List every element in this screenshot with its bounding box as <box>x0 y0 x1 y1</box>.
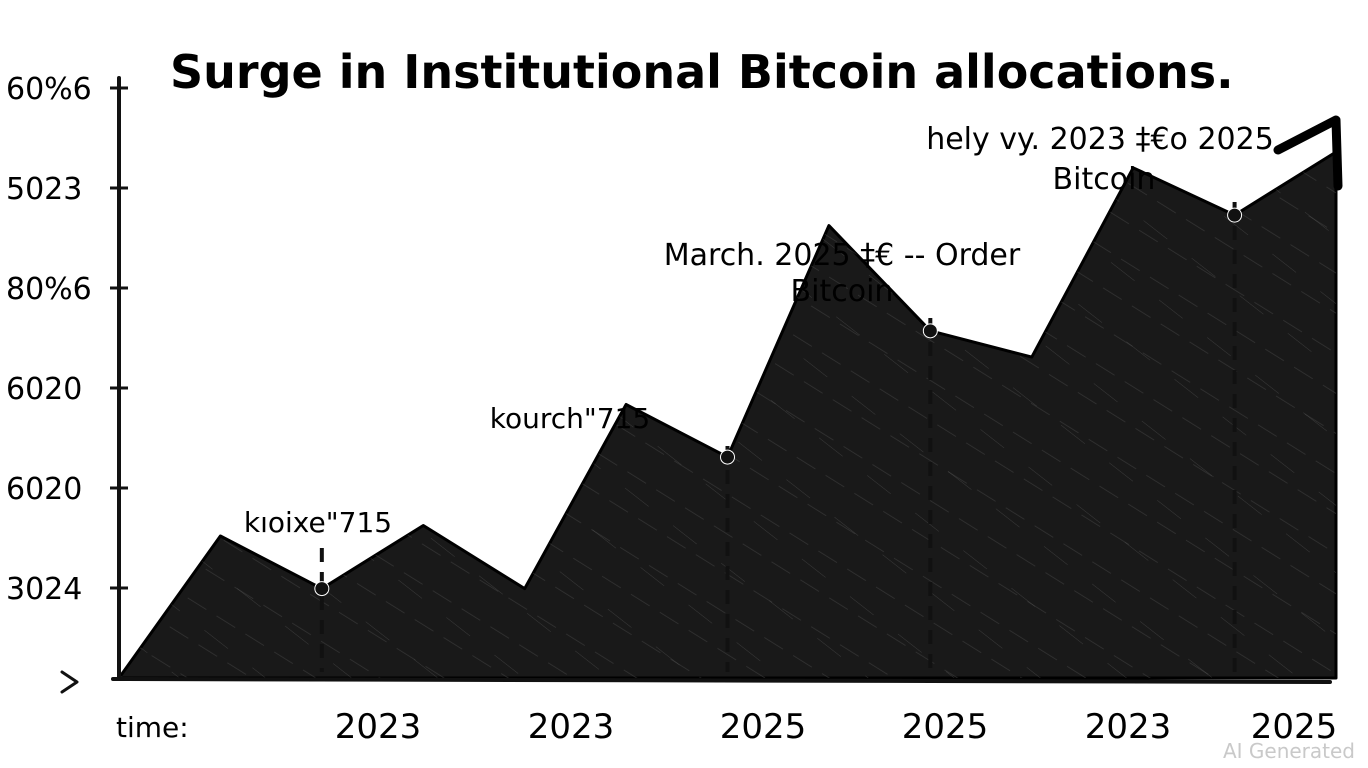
annotation-point <box>720 449 735 465</box>
y-axis-ticks: 60%6 5023 80%6 6020 6020 3024 <box>6 72 128 607</box>
x-tick-label: 2025 <box>902 707 989 747</box>
annotation-point <box>314 581 330 597</box>
area-hatching-secondary <box>119 152 1336 678</box>
annotation-label: hely vy. 2023 ‡€o 2025 <box>926 122 1274 157</box>
x-tick-label: 2025 <box>720 707 807 747</box>
annotation-point <box>922 323 938 339</box>
x-axis-line <box>111 677 1332 684</box>
x-tick-label: 2025 <box>1251 707 1338 747</box>
x-axis-label: time: <box>116 711 189 744</box>
watermark: AI Generated <box>1223 739 1355 763</box>
annotation-label: kourch"715 <box>490 402 650 435</box>
x-axis-arrow-icon <box>60 670 79 694</box>
y-tick-label: 6020 <box>6 472 82 507</box>
annotation-label-secondary: Bitcoin <box>791 274 894 309</box>
y-tick-label: 60%6 <box>6 72 92 107</box>
y-tick-label: 6020 <box>6 372 82 407</box>
annotation-label-secondary: Bitcoin <box>1053 162 1156 197</box>
x-tick-label: 2023 <box>335 707 422 747</box>
x-tick-label: 2023 <box>1085 707 1172 747</box>
annotation-point <box>1227 207 1243 223</box>
y-tick-label: 5023 <box>6 172 82 207</box>
annotations: kıoixe"715 kourch"715 March. 2025 ‡€ -- Or… <box>244 122 1274 672</box>
y-tick-label: 3024 <box>6 572 82 607</box>
x-tick-label: 2023 <box>528 707 615 747</box>
trend-arrowhead <box>1273 115 1343 191</box>
annotation-label: kıoixe"715 <box>244 506 392 539</box>
y-tick-label: 80%6 <box>6 272 92 307</box>
x-axis-ticks: 2023 2023 2025 2025 2023 2025 <box>335 707 1338 747</box>
chart-title: Surge in Institutional Bitcoin allocatio… <box>170 45 1234 99</box>
annotation-label: March. 2025 ‡€ -- Order <box>664 238 1021 273</box>
